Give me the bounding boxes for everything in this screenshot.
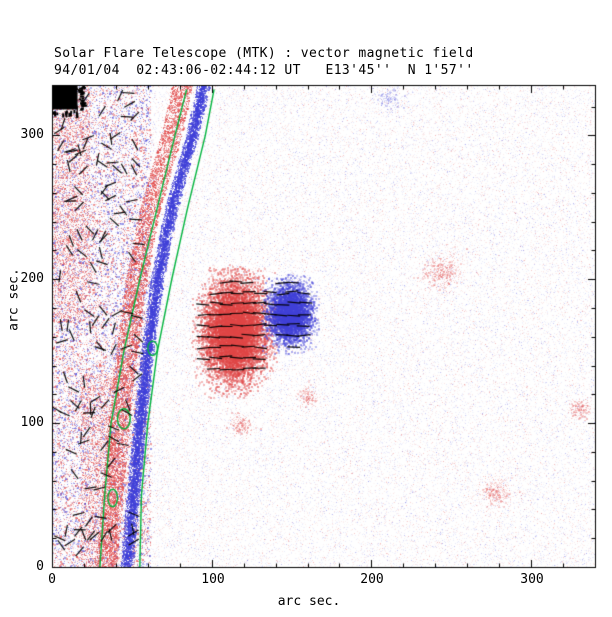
y-tick-label-100: 100 bbox=[20, 415, 44, 430]
x-tick-label-100: 100 bbox=[201, 572, 225, 587]
x-tick-label-200: 200 bbox=[360, 572, 384, 587]
y-tick-label-200: 200 bbox=[20, 271, 44, 286]
y-tick-label-0: 0 bbox=[36, 559, 44, 574]
x-axis-label: arc sec. bbox=[277, 594, 341, 609]
plot-title: Solar Flare Telescope (MTK) : vector mag… bbox=[54, 46, 474, 61]
plot-subtitle: 94/01/04 02:43:06-02:44:12 UT E13'45'' N… bbox=[54, 63, 474, 78]
y-tick-label-300: 300 bbox=[20, 127, 44, 142]
x-tick-label-300: 300 bbox=[520, 572, 544, 587]
x-tick-label-0: 0 bbox=[48, 572, 56, 587]
